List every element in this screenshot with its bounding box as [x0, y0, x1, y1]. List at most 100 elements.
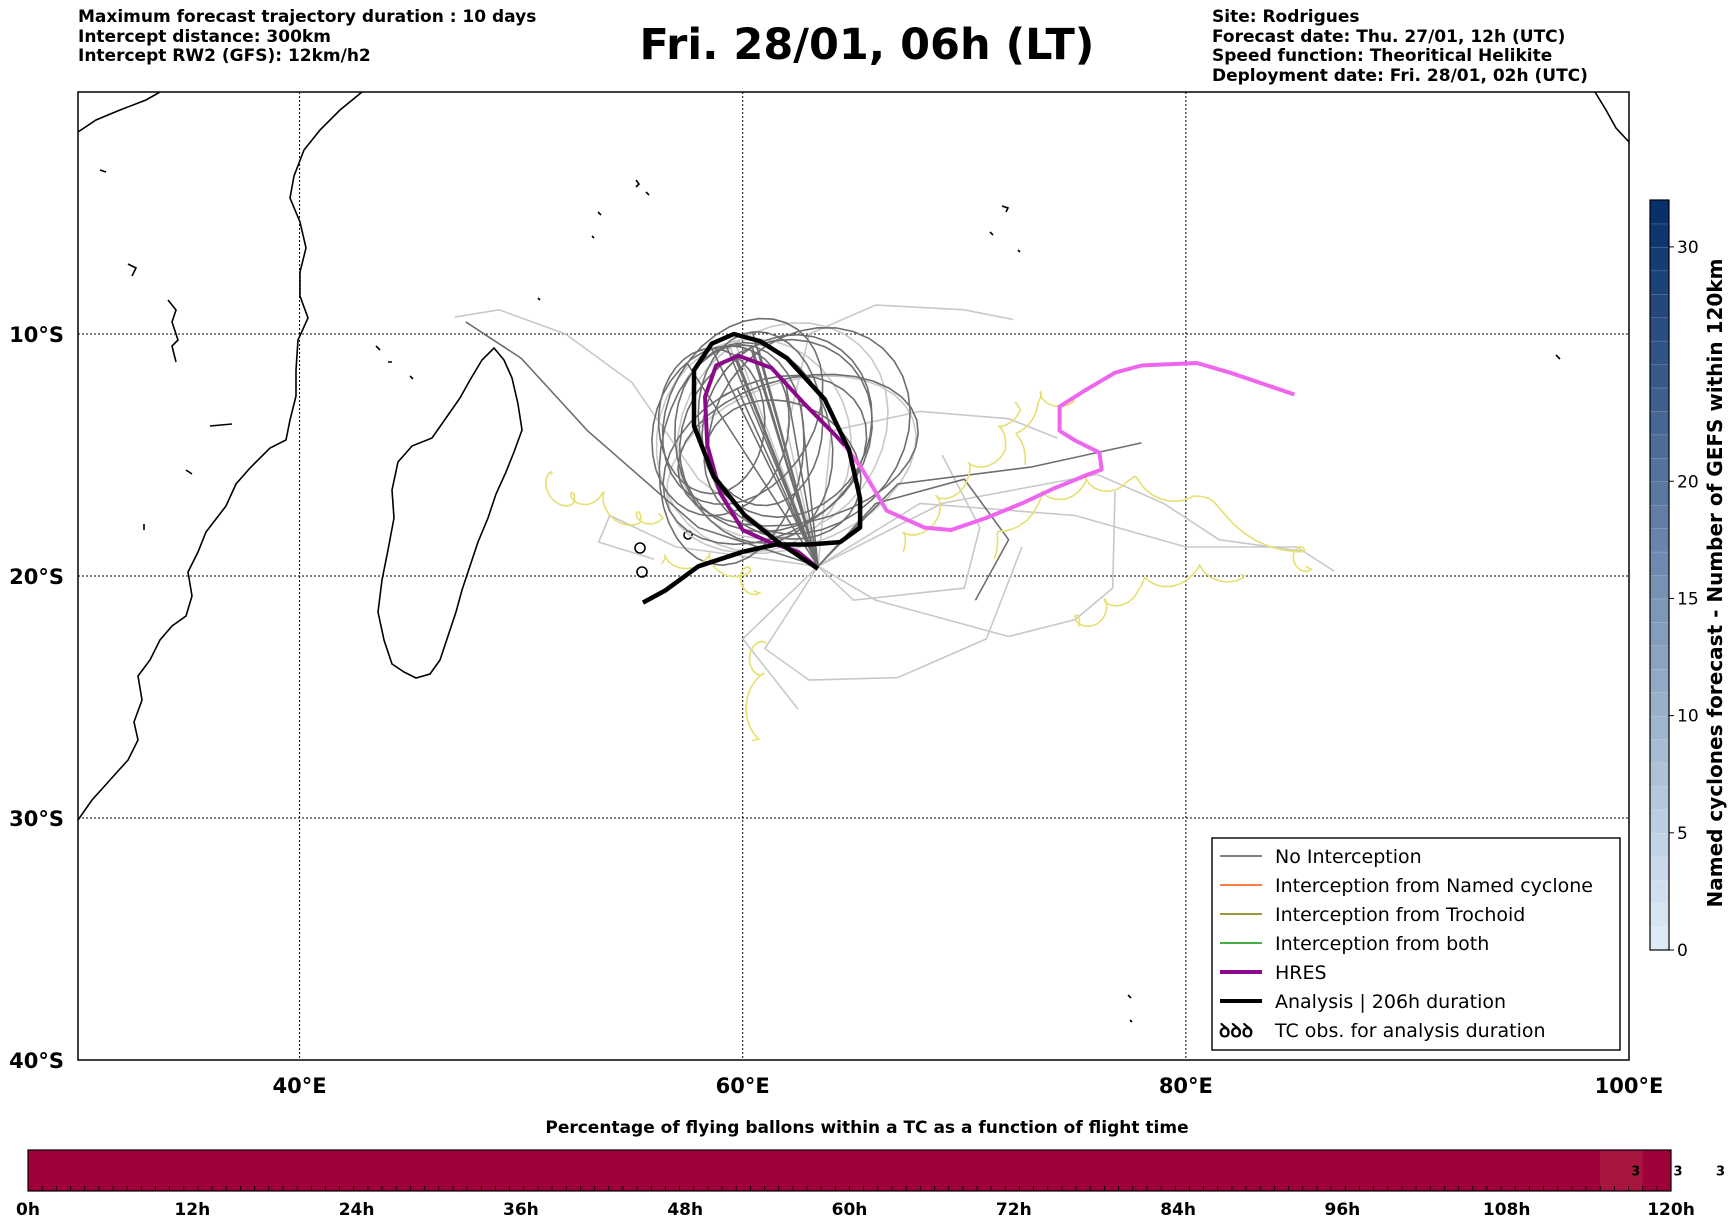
colorbar-band: [1649, 691, 1670, 717]
colorbar-frame: [1649, 199, 1670, 951]
time-bar-cell: [1472, 1150, 1488, 1191]
island-reunion: [634, 542, 646, 554]
lat-tick-label: 30°S: [9, 807, 64, 831]
time-bar-cell: [722, 1150, 737, 1191]
lon-tick-label: 40°E: [273, 1074, 327, 1098]
time-bar-tick-label: 108h: [1483, 1200, 1531, 1220]
time-bar-cell: [353, 1150, 369, 1191]
time-bar-cell: [1557, 1150, 1573, 1191]
ensemble-track: [707, 326, 912, 567]
header-info-right: Site: Rodrigues Forecast date: Thu. 27/0…: [1212, 7, 1588, 86]
time-bar-cell: [608, 1150, 624, 1191]
time-bar-cell: [1345, 1150, 1360, 1191]
time-bar-cell: [1260, 1150, 1275, 1191]
time-bar-cell: [1005, 1150, 1020, 1191]
time-bar-cell: [637, 1150, 652, 1191]
colorbar-tick-label: 20: [1677, 472, 1699, 492]
time-bar-cell: [1076, 1150, 1091, 1191]
colorbar-tick-label: 30: [1677, 238, 1699, 258]
time-bar-cell: [1217, 1150, 1233, 1191]
colorbar-band: [1649, 270, 1670, 295]
time-bar-cell: [1600, 1150, 1615, 1191]
islands-misc: [99, 169, 1561, 1023]
time-bar-cell: [254, 1150, 270, 1191]
time-bar-cell: [1118, 1150, 1134, 1191]
time-bar-cell: [764, 1150, 780, 1191]
colorbar-band: [1649, 481, 1670, 506]
time-bar-cell: [807, 1150, 822, 1191]
tc-obs-track: [902, 401, 1022, 553]
time-bar-cell: [948, 1150, 964, 1191]
time-bar-cell: [183, 1150, 199, 1191]
island-chagos: [989, 205, 1021, 253]
time-bar-cell: [1515, 1150, 1530, 1191]
colorbar-band: [1649, 832, 1670, 857]
time-bar-cell: [679, 1150, 695, 1191]
time-bar-cell: [665, 1150, 680, 1191]
time-bar-cell: [268, 1150, 284, 1191]
ensemble-track: [697, 330, 824, 567]
time-bar-tick-label: 36h: [503, 1200, 539, 1220]
time-bar-cell: [155, 1150, 171, 1191]
time-bar-tick-label: 60h: [832, 1200, 868, 1220]
main-tracks: [641, 331, 1296, 605]
header-line-forecast-date: Forecast date: Thu. 27/01, 12h (UTC): [1212, 26, 1566, 47]
lat-tick-label: 10°S: [9, 323, 64, 347]
time-bar-tick-label: 12h: [174, 1200, 210, 1220]
colorbar-band: [1649, 246, 1670, 272]
ensemble-track: [661, 317, 824, 567]
colorbar-band: [1649, 856, 1670, 881]
time-bar-cell: [1331, 1150, 1346, 1191]
time-bar-cell: [1189, 1150, 1204, 1191]
time-bar-cell: [509, 1150, 525, 1191]
time-bar-cell: [736, 1150, 751, 1191]
lat-tick-label: 20°S: [9, 565, 64, 589]
time-bar-cell: [127, 1150, 142, 1191]
colorbar-tick-label: 10: [1677, 707, 1699, 727]
colorbar-band: [1649, 293, 1670, 318]
time-bar-cell: [566, 1150, 581, 1191]
header-info-left: Maximum forecast trajectory duration : 1…: [78, 7, 536, 67]
time-bar-cell: [169, 1150, 185, 1191]
legend-label: Analysis | 206h duration: [1275, 991, 1506, 1013]
time-bar-cell: [1529, 1150, 1544, 1191]
lon-tick-label: 80°E: [1159, 1074, 1213, 1098]
ensemble-track: [658, 343, 819, 567]
time-bar-cell: [707, 1150, 723, 1191]
time-bar-cell: [1458, 1150, 1474, 1191]
tc-observation-tracks: [544, 390, 1314, 742]
time-bar-cell-label: 3: [1631, 1165, 1640, 1180]
time-bar-cell: [622, 1150, 638, 1191]
ensemble-track: [465, 321, 819, 568]
time-bar-cell: [424, 1150, 440, 1191]
colorbar-band: [1649, 762, 1670, 787]
ensemble-track: [657, 347, 819, 567]
time-bar-cell: [1203, 1150, 1219, 1191]
time-bar-cell: [1586, 1150, 1601, 1191]
legend-label: TC obs. for analysis duration: [1274, 1020, 1546, 1042]
ensemble-track: [817, 454, 981, 602]
africa-coastline: [78, 92, 363, 821]
colorbar-band: [1649, 434, 1670, 459]
time-bar-cell: [438, 1150, 454, 1191]
time-bar-cell: [467, 1150, 482, 1191]
colorbar-band: [1649, 387, 1670, 412]
time-bar-cell: [1430, 1150, 1445, 1191]
island-rodrigues: [636, 566, 648, 578]
time-bar-cell: [1061, 1150, 1077, 1191]
time-bar-cell: [891, 1150, 907, 1191]
time-bar-cell: [1288, 1150, 1304, 1191]
main-title: Fri. 28/01, 06h (LT): [639, 20, 1095, 70]
time-bar-cell: [750, 1150, 765, 1191]
time-bar-cell: [297, 1150, 312, 1191]
colorbar-band: [1649, 785, 1670, 811]
legend-label: Interception from Named cyclone: [1275, 875, 1593, 897]
time-bar-cell: [1161, 1150, 1176, 1191]
tc-obs-track: [1015, 390, 1076, 465]
colorbar-tick-label: 5: [1677, 824, 1688, 844]
time-bar-cell: [282, 1150, 298, 1191]
time-bar-cell: [693, 1150, 709, 1191]
time-bar-cell: [877, 1150, 893, 1191]
hres-track: [703, 353, 847, 568]
